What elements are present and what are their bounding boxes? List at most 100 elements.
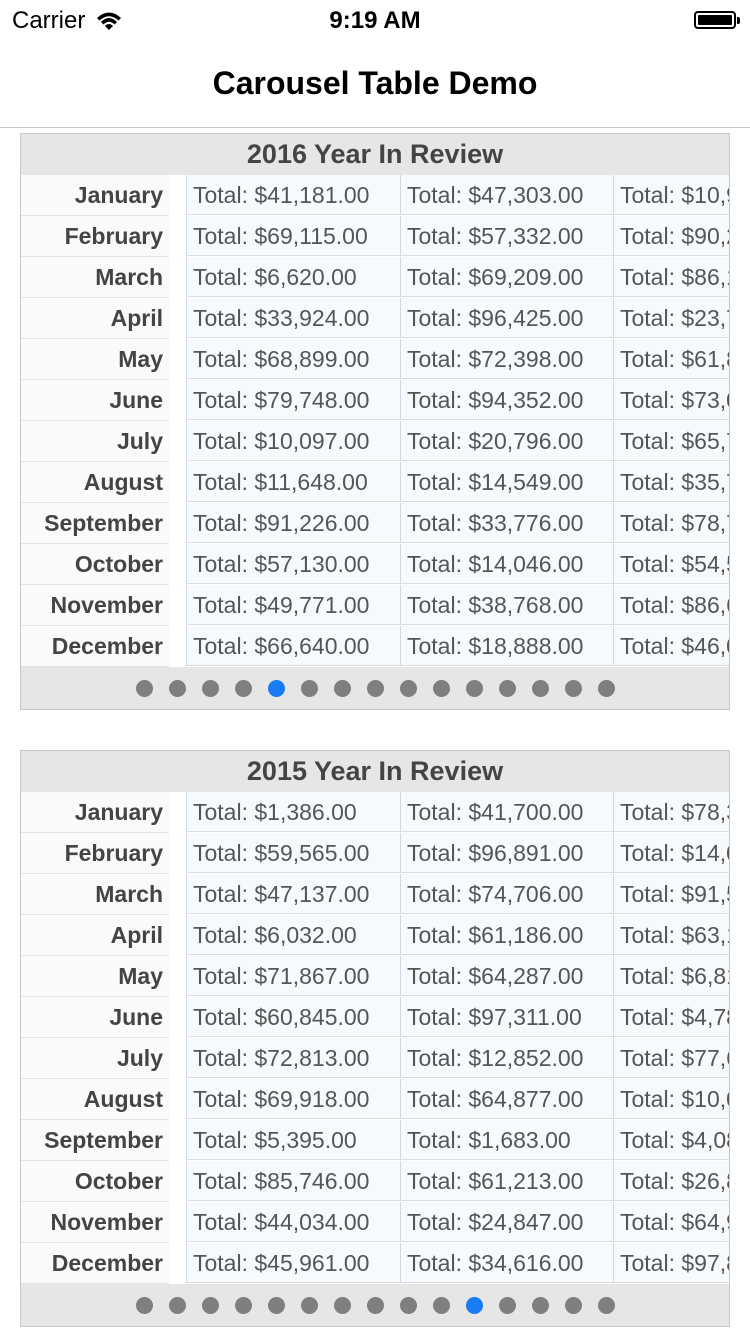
total-cell: Total: $69,209.00 bbox=[400, 257, 613, 297]
carousel-table-card: 2015 Year In Review January Total: $1,386.… bbox=[20, 750, 730, 1327]
total-cell: Total: $54,5 bbox=[613, 544, 729, 584]
total-cell: Total: $34,616.00 bbox=[400, 1243, 613, 1283]
table-row: October Total: $85,746.00 Total: $61,213.0… bbox=[21, 1161, 729, 1202]
table-row: October Total: $57,130.00 Total: $14,046.0… bbox=[21, 544, 729, 585]
total-cell: Total: $6,620.00 bbox=[186, 257, 400, 297]
total-cell: Total: $66,640.00 bbox=[186, 626, 400, 666]
page-dot[interactable] bbox=[201, 679, 219, 697]
table-row: December Total: $45,961.00 Total: $34,616.… bbox=[21, 1243, 729, 1284]
total-cell: Total: $10,097.00 bbox=[186, 421, 400, 461]
total-cell: Total: $64,877.00 bbox=[400, 1079, 613, 1119]
total-cell: Total: $69,918.00 bbox=[186, 1079, 400, 1119]
total-cell: Total: $20,796.00 bbox=[400, 421, 613, 461]
month-label: March bbox=[21, 257, 169, 298]
total-cell: Total: $6,81 bbox=[613, 956, 729, 996]
total-cell: Total: $44,034.00 bbox=[186, 1202, 400, 1242]
total-cell: Total: $57,130.00 bbox=[186, 544, 400, 584]
carousel-scroll-area[interactable]: January Total: $41,181.00 Total: $47,303.0… bbox=[21, 175, 729, 667]
total-cell: Total: $91,5 bbox=[613, 874, 729, 914]
page-dot[interactable] bbox=[399, 679, 417, 697]
total-cell: Total: $33,776.00 bbox=[400, 503, 613, 543]
total-cell: Total: $68,899.00 bbox=[186, 339, 400, 379]
table-row: August Total: $11,648.00 Total: $14,549.00… bbox=[21, 462, 729, 503]
page-title: Carousel Table Demo bbox=[212, 65, 538, 101]
total-cell: Total: $14,549.00 bbox=[400, 462, 613, 502]
total-cell: Total: $38,768.00 bbox=[400, 585, 613, 625]
page-dot[interactable] bbox=[432, 1296, 450, 1314]
total-cell: Total: $96,425.00 bbox=[400, 298, 613, 338]
page-dot[interactable] bbox=[234, 1296, 252, 1314]
page-dot[interactable] bbox=[267, 1296, 285, 1314]
total-cell: Total: $79,748.00 bbox=[186, 380, 400, 420]
page-dot[interactable] bbox=[366, 679, 384, 697]
page-dot[interactable] bbox=[333, 679, 351, 697]
page-dot[interactable] bbox=[168, 679, 186, 697]
total-cell: Total: $61,213.00 bbox=[400, 1161, 613, 1201]
total-cell: Total: $4,08 bbox=[613, 1120, 729, 1160]
page-dot[interactable] bbox=[300, 679, 318, 697]
month-label: April bbox=[21, 298, 169, 339]
total-cell: Total: $71,867.00 bbox=[186, 956, 400, 996]
page-dot[interactable] bbox=[300, 1296, 318, 1314]
page-dot[interactable] bbox=[135, 1296, 153, 1314]
total-cell: Total: $91,226.00 bbox=[186, 503, 400, 543]
page-dot[interactable] bbox=[498, 679, 516, 697]
total-cell: Total: $10,0 bbox=[613, 1079, 729, 1119]
page-dot[interactable] bbox=[234, 679, 252, 697]
page-dot[interactable] bbox=[564, 679, 582, 697]
page-dot[interactable] bbox=[333, 1296, 351, 1314]
total-cell: Total: $63,1 bbox=[613, 915, 729, 955]
page-dot[interactable] bbox=[432, 679, 450, 697]
total-cell: Total: $64,9 bbox=[613, 1202, 729, 1242]
total-cell: Total: $94,352.00 bbox=[400, 380, 613, 420]
total-cell: Total: $35,7 bbox=[613, 462, 729, 502]
page-dot[interactable] bbox=[366, 1296, 384, 1314]
table-row: January Total: $1,386.00 Total: $41,700.00… bbox=[21, 792, 729, 833]
total-cell: Total: $49,771.00 bbox=[186, 585, 400, 625]
table-row: August Total: $69,918.00 Total: $64,877.00… bbox=[21, 1079, 729, 1120]
page-dot[interactable] bbox=[168, 1296, 186, 1314]
table-row: December Total: $66,640.00 Total: $18,888.… bbox=[21, 626, 729, 667]
month-label: June bbox=[21, 380, 169, 421]
total-cell: Total: $4,78 bbox=[613, 997, 729, 1037]
month-label: October bbox=[21, 1161, 169, 1202]
page-dot[interactable] bbox=[465, 679, 483, 697]
total-cell: Total: $26,8 bbox=[613, 1161, 729, 1201]
page-dot[interactable] bbox=[597, 1296, 615, 1314]
month-label: May bbox=[21, 956, 169, 997]
page-dot[interactable] bbox=[597, 679, 615, 697]
page-dot[interactable] bbox=[498, 1296, 516, 1314]
total-cell: Total: $85,746.00 bbox=[186, 1161, 400, 1201]
page-dot[interactable] bbox=[135, 679, 153, 697]
total-cell: Total: $24,847.00 bbox=[400, 1202, 613, 1242]
page-dot[interactable] bbox=[531, 1296, 549, 1314]
table-row: November Total: $44,034.00 Total: $24,847.… bbox=[21, 1202, 729, 1243]
wifi-icon bbox=[97, 12, 122, 30]
page-control[interactable] bbox=[21, 667, 729, 709]
total-cell: Total: $69,115.00 bbox=[186, 216, 400, 256]
page-dot[interactable] bbox=[531, 679, 549, 697]
total-cell: Total: $96,891.00 bbox=[400, 833, 613, 873]
total-cell: Total: $14,0 bbox=[613, 833, 729, 873]
month-label: May bbox=[21, 339, 169, 380]
page-control[interactable] bbox=[21, 1284, 729, 1326]
total-cell: Total: $1,683.00 bbox=[400, 1120, 613, 1160]
total-cell: Total: $18,888.00 bbox=[400, 626, 613, 666]
total-cell: Total: $97,8 bbox=[613, 1243, 729, 1283]
total-cell: Total: $78,7 bbox=[613, 503, 729, 543]
total-cell: Total: $59,565.00 bbox=[186, 833, 400, 873]
card-title: 2016 Year In Review bbox=[21, 134, 729, 175]
table-row: July Total: $10,097.00 Total: $20,796.00 To… bbox=[21, 421, 729, 462]
page-dot[interactable] bbox=[201, 1296, 219, 1314]
total-cell: Total: $60,845.00 bbox=[186, 997, 400, 1037]
carrier-label: Carrier bbox=[12, 7, 86, 34]
total-cell: Total: $72,398.00 bbox=[400, 339, 613, 379]
page-dot[interactable] bbox=[399, 1296, 417, 1314]
month-label: April bbox=[21, 915, 169, 956]
total-cell: Total: $6,032.00 bbox=[186, 915, 400, 955]
table-row: July Total: $72,813.00 Total: $12,852.00 To… bbox=[21, 1038, 729, 1079]
page-dot[interactable] bbox=[564, 1296, 582, 1314]
page-dot-active[interactable] bbox=[267, 679, 285, 697]
page-dot-active[interactable] bbox=[465, 1296, 483, 1314]
carousel-scroll-area[interactable]: January Total: $1,386.00 Total: $41,700.00… bbox=[21, 792, 729, 1284]
